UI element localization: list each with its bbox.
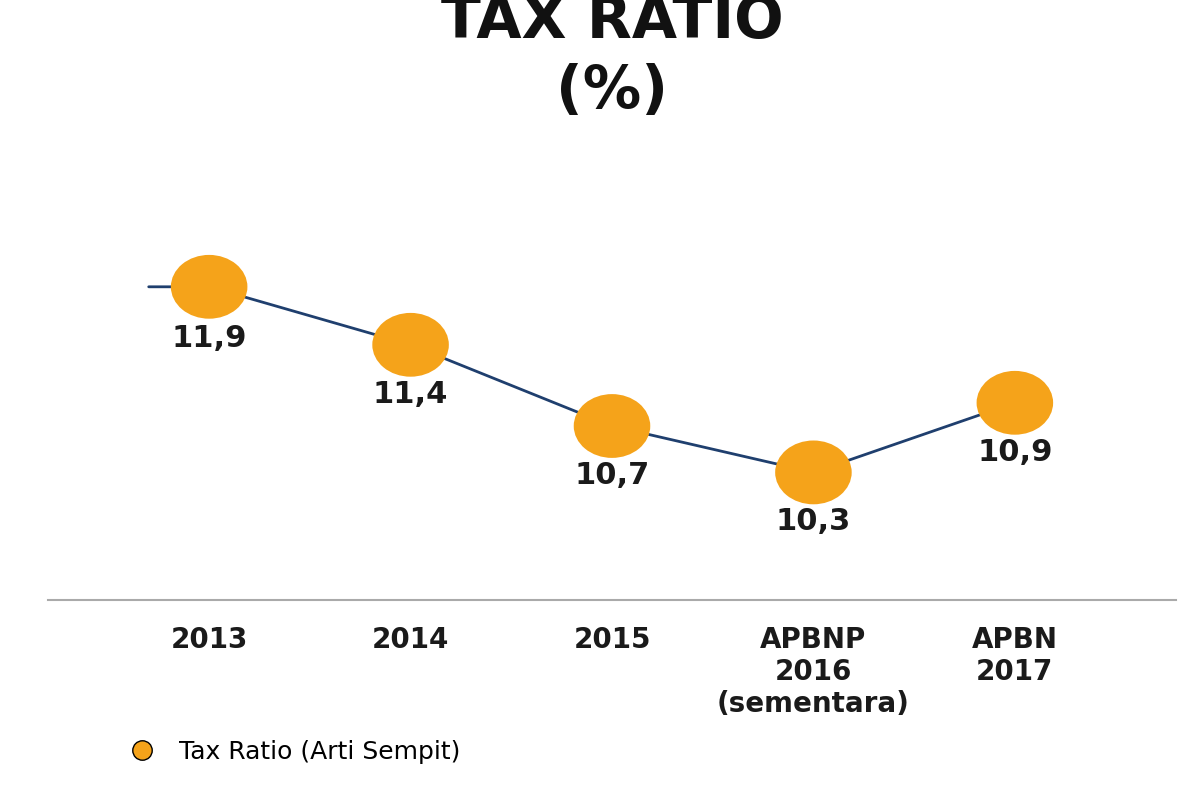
Text: 10,9: 10,9 [977, 438, 1052, 466]
Text: 10,7: 10,7 [575, 461, 649, 490]
Text: 11,4: 11,4 [373, 379, 449, 409]
Legend: Tax Ratio (Arti Sempit): Tax Ratio (Arti Sempit) [116, 740, 461, 764]
Ellipse shape [775, 441, 852, 504]
Ellipse shape [574, 394, 650, 458]
Ellipse shape [372, 313, 449, 377]
Ellipse shape [170, 255, 247, 318]
Text: 10,3: 10,3 [776, 507, 851, 536]
Ellipse shape [977, 371, 1054, 434]
Title: TAX RATIO
(%): TAX RATIO (%) [440, 0, 784, 120]
Text: 11,9: 11,9 [172, 324, 247, 353]
